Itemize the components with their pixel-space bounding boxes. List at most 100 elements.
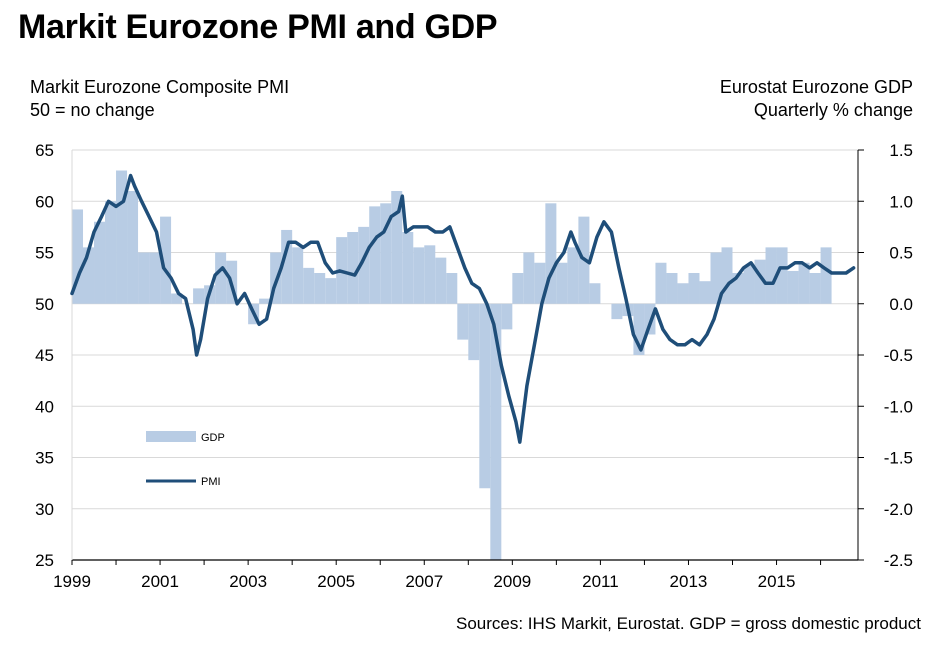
gdp-bar (523, 252, 535, 304)
legend-gdp-label: GDP (201, 432, 225, 444)
gdp-bar (754, 259, 766, 304)
gdp-bar (589, 283, 601, 304)
right-axis-title: Eurostat Eurozone GDP (719, 77, 913, 97)
left-axis-tick-label: 45 (35, 346, 54, 365)
gdp-bar (347, 232, 359, 304)
x-axis-tick-label: 2005 (317, 572, 355, 591)
legend: GDP PMI (146, 431, 225, 488)
x-axis-tick-label: 2007 (405, 572, 443, 591)
gdp-bar (699, 281, 711, 304)
gdp-bar (369, 206, 381, 304)
gdp-bar (281, 229, 293, 304)
gdp-bar (424, 245, 436, 304)
gdp-bar (358, 226, 370, 304)
right-axis-tick-label: 0.5 (889, 244, 913, 263)
axes: 65 60 55 50 45 40 35 30 25 1.5 1.0 0.5 0.0 -0.5 -1.0 -1… (35, 141, 913, 591)
gdp-bar (303, 267, 315, 304)
gdp-bar (732, 273, 744, 304)
chart-title: Markit Eurozone PMI and GDP (18, 8, 498, 46)
gdp-bar (193, 288, 205, 304)
gdp-bar (94, 221, 106, 304)
gdp-bar (72, 209, 84, 304)
left-axis-tick-label: 25 (35, 551, 54, 570)
left-axis-tick-label: 65 (35, 141, 54, 160)
gdp-bar (666, 273, 678, 304)
gdp-bar (171, 293, 183, 304)
gdp-bar (809, 273, 821, 304)
gdp-bar (402, 232, 414, 304)
gdp-bar (259, 298, 271, 304)
legend-pmi-label: PMI (201, 476, 221, 488)
gdp-bar (105, 201, 117, 304)
left-axis-tick-label: 40 (35, 397, 54, 416)
gdp-bar (820, 247, 832, 304)
gdp-bar (567, 247, 579, 304)
gdp-bar (765, 247, 777, 304)
gdp-bar (556, 262, 568, 304)
gdp-bar (314, 273, 326, 304)
right-axis-tick-label: -2.0 (884, 500, 913, 519)
gdp-bar (292, 247, 304, 304)
gdp-bar (534, 262, 546, 304)
gdp-bar (655, 262, 667, 304)
left-axis-tick-label: 50 (35, 295, 54, 314)
gdp-bar (710, 252, 722, 304)
gdp-bar (633, 303, 645, 355)
left-axis-tick-label: 55 (35, 244, 54, 263)
gdp-bar (380, 203, 392, 304)
left-axis-tick-label: 60 (35, 192, 54, 211)
gdp-bar (325, 278, 337, 304)
right-axis-tick-label: 1.0 (889, 192, 913, 211)
gdp-bar (611, 303, 623, 320)
right-axis-tick-label: 1.5 (889, 141, 913, 160)
left-axis-tick-label: 35 (35, 449, 54, 468)
gdp-bar (721, 247, 733, 304)
gdp-bar (787, 270, 799, 304)
x-axis-tick-label: 1999 (53, 572, 91, 591)
gdp-bar (435, 257, 447, 304)
right-axis-tick-label: -1.0 (884, 397, 913, 416)
gdp-bar (160, 216, 172, 304)
source-note: Sources: IHS Markit, Eurostat. GDP = gro… (455, 614, 921, 633)
x-axis-tick-label: 2015 (758, 572, 796, 591)
left-axis-title: Markit Eurozone Composite PMI (30, 77, 290, 97)
gdp-bar (413, 247, 425, 304)
gdp-bar (215, 252, 227, 304)
gdp-bar (798, 262, 810, 304)
gdp-bar (512, 273, 524, 304)
gdp-bar (743, 265, 755, 304)
gdp-bar (545, 203, 557, 304)
x-axis-tick-label: 2009 (493, 572, 531, 591)
gdp-bar (446, 273, 458, 304)
left-axis-heading: Markit Eurozone Composite PMI 50 = no ch… (30, 76, 289, 122)
gdp-bar (501, 303, 513, 330)
gdp-bar (479, 303, 491, 489)
gdp-bar (457, 303, 469, 340)
gdp-bars (72, 170, 832, 560)
right-axis-tick-label: -1.5 (884, 449, 913, 468)
x-axis-tick-label: 2003 (229, 572, 267, 591)
gdp-bar (138, 252, 150, 304)
left-axis-subtitle: 50 = no change (30, 100, 155, 120)
x-axis-tick-label: 2013 (670, 572, 708, 591)
right-axis-heading: Eurostat Eurozone GDP Quarterly % change (720, 76, 913, 122)
legend-gdp-swatch (146, 431, 196, 442)
gdp-bar (490, 303, 502, 560)
gdp-bar (83, 247, 95, 304)
gdp-bar (776, 247, 788, 304)
gdp-bar (127, 191, 139, 304)
gdp-bar (116, 170, 128, 304)
gdp-bar (391, 191, 403, 304)
x-axis-tick-label: 2001 (141, 572, 179, 591)
gdp-bar (149, 252, 161, 304)
left-axis-tick-label: 30 (35, 500, 54, 519)
gdp-bar (677, 283, 689, 304)
right-axis-tick-label: -2.5 (884, 551, 913, 570)
pmi-line (70, 173, 856, 444)
gdp-bar (688, 273, 700, 304)
x-axis-tick-label: 2011 (582, 572, 619, 591)
right-axis-tick-label: -0.5 (884, 346, 913, 365)
right-axis-tick-label: 0.0 (889, 295, 913, 314)
gdp-bar (468, 303, 480, 361)
